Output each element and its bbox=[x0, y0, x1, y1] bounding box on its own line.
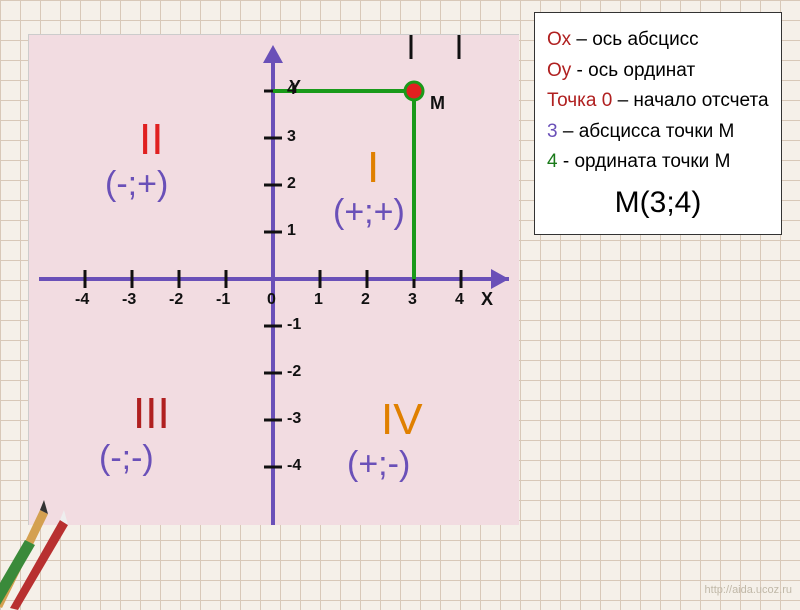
legend-origin-term: Точка 0 bbox=[547, 90, 612, 111]
point-m-label: M bbox=[430, 93, 445, 114]
tick-label: -1 bbox=[216, 291, 230, 309]
quadrant-3-roman: III bbox=[133, 389, 170, 439]
tick-label: 3 bbox=[408, 291, 417, 309]
tick-label: 4 bbox=[287, 81, 296, 99]
tick-label: 1 bbox=[314, 291, 323, 309]
tick-label: 4 bbox=[455, 291, 464, 309]
quadrant-4-roman: IV bbox=[381, 395, 423, 445]
legend-ox-desc: – ось абсцисс bbox=[571, 29, 699, 50]
legend-ox-term: Ох bbox=[547, 29, 571, 50]
quadrant-2-signs: (-;+) bbox=[105, 165, 168, 204]
tick-label: 2 bbox=[361, 291, 370, 309]
legend-line-origin: Точка 0 – начало отсчета bbox=[547, 87, 769, 115]
legend-line-abscissa: 3 – абсцисса точки M bbox=[547, 118, 769, 146]
tick-label: 0 bbox=[267, 291, 276, 309]
quadrant-4-signs: (+;-) bbox=[347, 445, 410, 484]
tick-label: 2 bbox=[287, 175, 296, 193]
legend-ordinate-term: 4 bbox=[547, 151, 558, 172]
tick-label: -4 bbox=[75, 291, 89, 309]
tick-label: -4 bbox=[287, 457, 301, 475]
legend-point-coords: M(3;4) bbox=[547, 186, 769, 220]
legend-origin-desc: – начало отсчета bbox=[612, 90, 768, 111]
quadrant-3-signs: (-;-) bbox=[99, 439, 154, 478]
tick-label: -3 bbox=[122, 291, 136, 309]
legend-box: Ох – ось абсцисс Оу - ось ординат Точка … bbox=[534, 12, 782, 235]
footer-url: http://aida.ucoz.ru bbox=[705, 584, 792, 596]
quadrant-1-roman: I bbox=[367, 143, 379, 193]
legend-abscissa-desc: – абсцисса точки M bbox=[558, 121, 735, 142]
axis-label-x: X bbox=[481, 289, 493, 310]
tick-label: 3 bbox=[287, 128, 296, 146]
legend-ordinate-desc: - ордината точки М bbox=[558, 151, 731, 172]
legend-line-ordinate: 4 - ордината точки М bbox=[547, 148, 769, 176]
legend-line-ox: Ох – ось абсцисс bbox=[547, 26, 769, 54]
tick-label: -3 bbox=[287, 410, 301, 428]
legend-abscissa-term: 3 bbox=[547, 121, 558, 142]
quadrant-2-roman: II bbox=[139, 115, 163, 165]
coordinate-chart: I (+;+) II (-;+) III (-;-) IV (+;-) X Y … bbox=[28, 34, 519, 525]
tick-label: -1 bbox=[287, 316, 301, 334]
legend-oy-term: Оу bbox=[547, 60, 571, 81]
tick-label: 1 bbox=[287, 222, 296, 240]
quadrant-1-signs: (+;+) bbox=[333, 193, 405, 232]
legend-oy-desc: - ось ординат bbox=[571, 60, 695, 81]
tick-label: -2 bbox=[169, 291, 183, 309]
legend-line-oy: Оу - ось ординат bbox=[547, 57, 769, 85]
tick-label: -2 bbox=[287, 363, 301, 381]
